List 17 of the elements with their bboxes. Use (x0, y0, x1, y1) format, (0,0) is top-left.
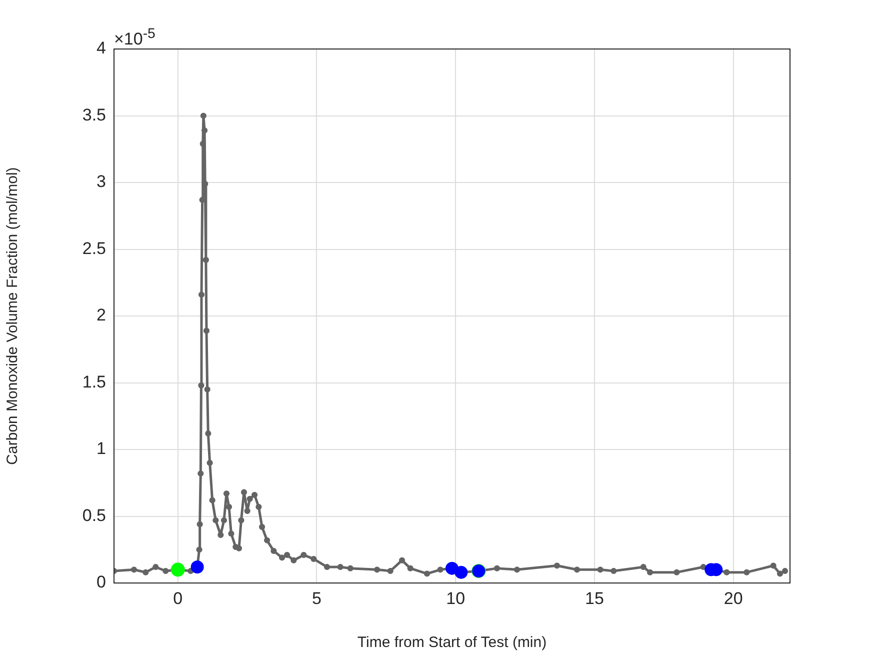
y-tick-label: 3.5 (82, 105, 106, 124)
y-tick-label: 3 (96, 172, 106, 192)
x-tick-label: 0 (173, 588, 183, 608)
y-tick-label: 1 (96, 439, 106, 458)
y-tick-label: 0 (96, 572, 106, 592)
x-axis-title: Time from Start of Test (min) (357, 634, 547, 652)
y-tick-label: 2 (96, 306, 106, 325)
y-tick-label: 1.5 (82, 372, 106, 392)
x-tick-label: 5 (312, 588, 322, 608)
y-tick-label: 4 (96, 38, 106, 58)
y-tick-label: 2.5 (82, 238, 106, 258)
x-tick-label: 10 (446, 588, 466, 608)
y-tick-label: 0.5 (82, 506, 106, 525)
x-tick-label: 20 (724, 588, 743, 608)
text: ×10$^{-5}$ (114, 26, 156, 50)
y-axis-title: Carbon Monoxide Volume Fraction (mol/mol) (4, 167, 22, 465)
x-tick-label: 15 (585, 588, 604, 608)
